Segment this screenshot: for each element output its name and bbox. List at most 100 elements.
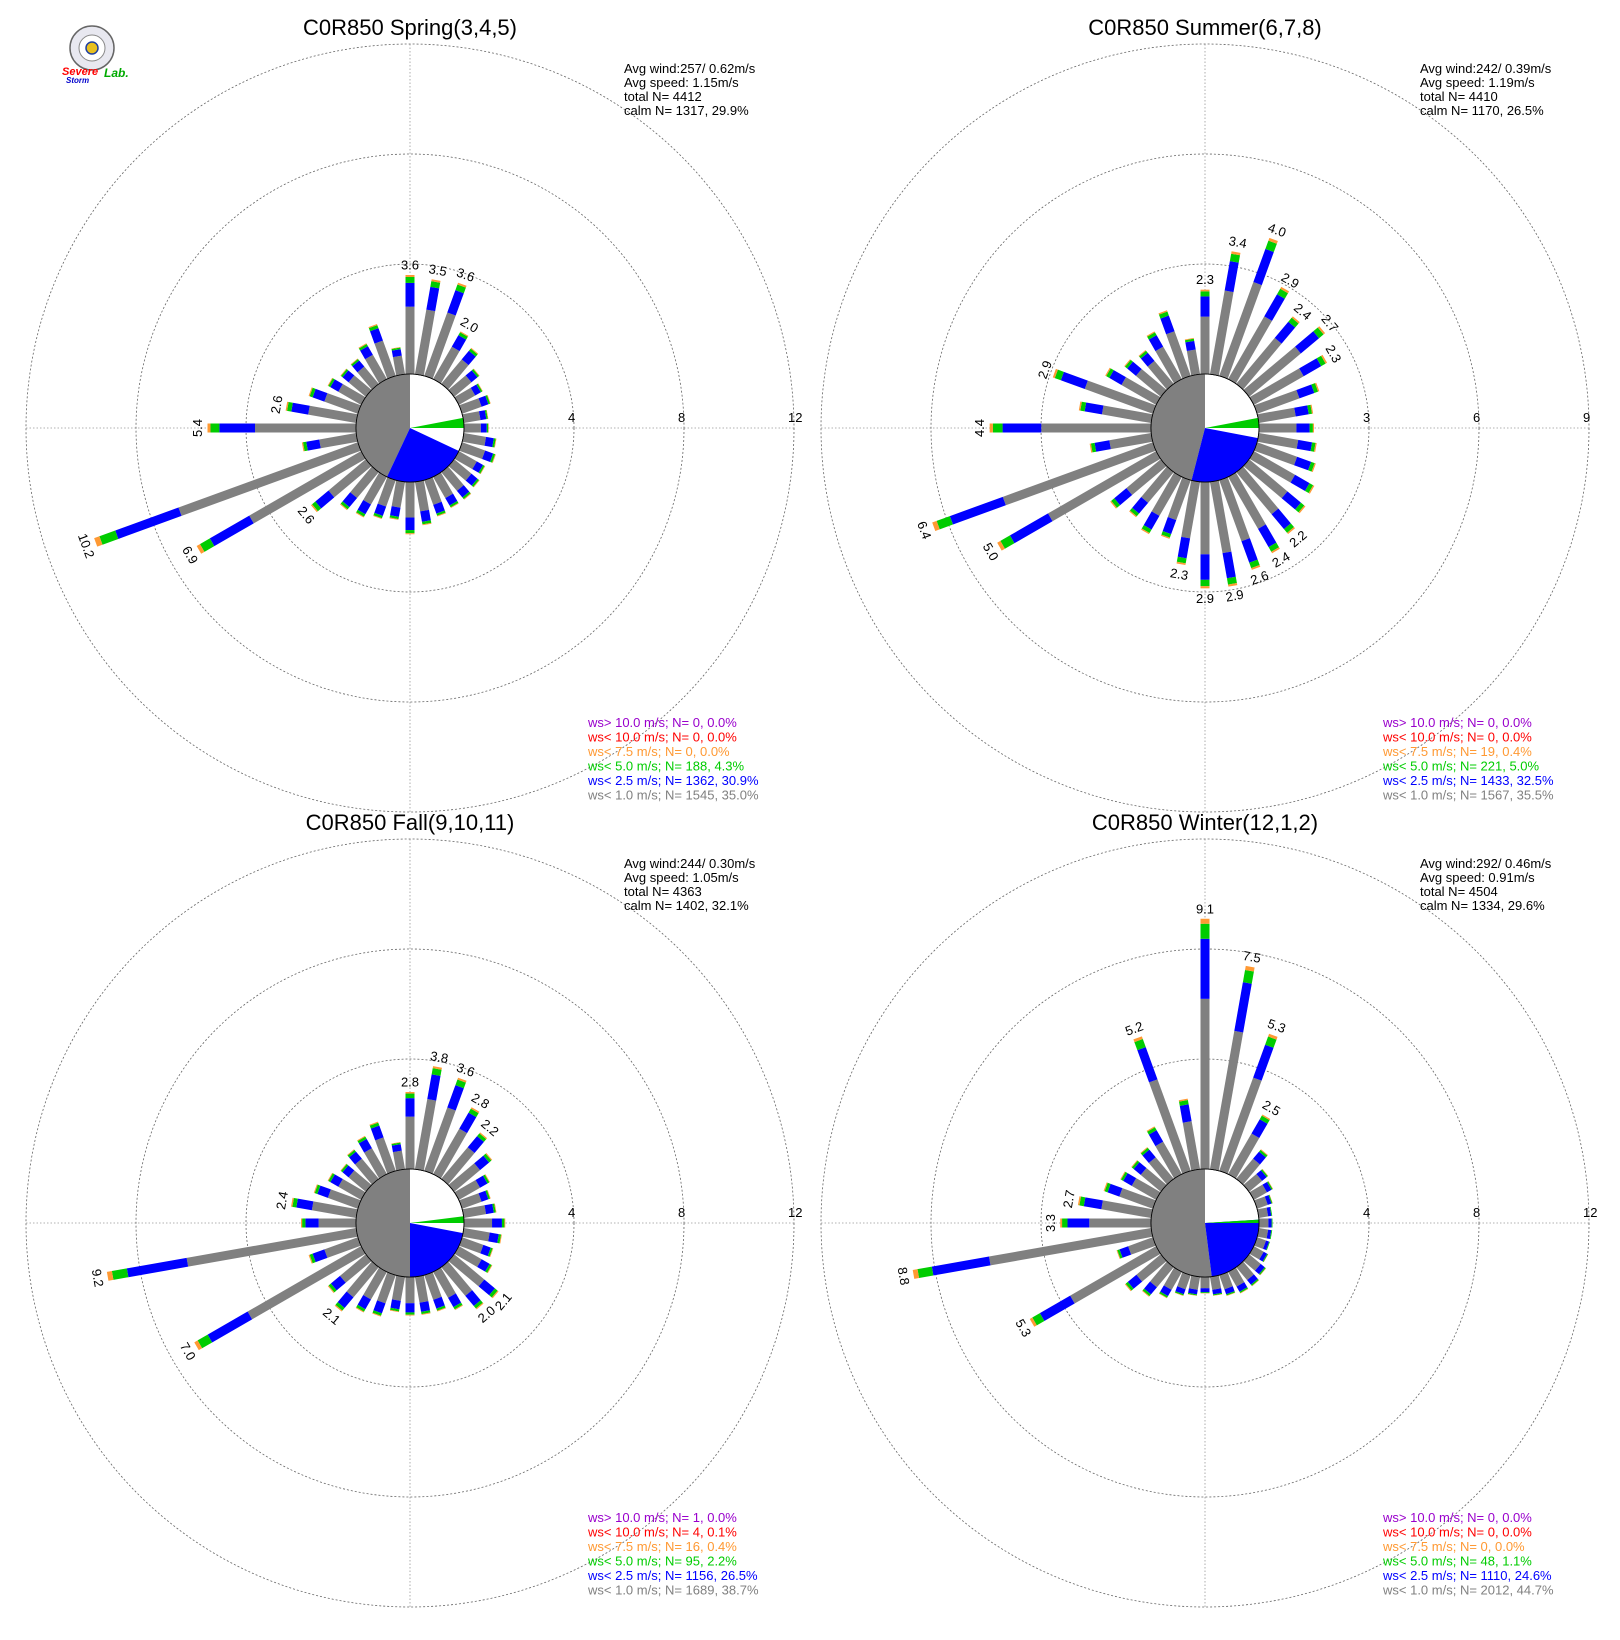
wind-bar-250 (308, 1237, 361, 1264)
wind-rose-panel-2: 3 6 92.33.44.02.92.4 2.72.32.22.42.62.92.92… (820, 15, 1590, 813)
stats-line: calm N= 1402, 32.1% (624, 898, 749, 913)
wind-bar-segment (1200, 554, 1210, 580)
wind-bar-segment (474, 1155, 490, 1171)
wind-bar-segment (1256, 1170, 1267, 1181)
wind-bar-segment (988, 1227, 1153, 1266)
wind-bar-segment (473, 1300, 483, 1309)
wind-bar-segment (1167, 477, 1191, 521)
wind-bar-160 (1219, 477, 1261, 570)
wind-bar-segment (421, 1312, 431, 1315)
wind-bar-segment (391, 346, 401, 350)
wind-bar-segment (1048, 451, 1161, 522)
wind-bar-segment (424, 1272, 442, 1300)
wind-bar-210 (1158, 1267, 1182, 1299)
calm-circle-outline (1150, 373, 1260, 483)
wind-bar-segment (1209, 1030, 1244, 1171)
wind-bar-80 (1257, 404, 1314, 424)
wind-bar-350 (1184, 337, 1201, 376)
wind-bar-310 (1124, 359, 1167, 397)
wind-bar-segment (480, 465, 486, 475)
wind-bar-segment (357, 1135, 366, 1142)
stats-line: Avg wind:257/ 0.62m/s (624, 61, 756, 76)
wind-bar-segment (1236, 466, 1279, 515)
wind-bar-140 (441, 1261, 484, 1310)
wind-bar-segment (1269, 1194, 1273, 1204)
wind-bar-segment (1268, 1181, 1274, 1190)
wind-bar-segment (1298, 505, 1306, 514)
stats-line: total N= 4412 (624, 89, 702, 104)
wind-bar-10 (414, 1066, 442, 1171)
wind-bar-segment (1264, 1195, 1272, 1205)
wind-bar-segment (207, 1311, 253, 1343)
wind-bar-100 (1257, 432, 1317, 452)
wind-bar-segment (186, 1227, 358, 1267)
wind-bar-segment (1147, 360, 1174, 390)
legend-entry: ws< 5.0 m/s; N= 48, 1.1% (1382, 1554, 1532, 1569)
wind-bar-segment (441, 359, 469, 390)
wind-bar-segment (433, 1267, 456, 1298)
wind-bar-segment (311, 1201, 358, 1219)
wind-bar-segment (1127, 361, 1142, 376)
grid-ring (820, 838, 1590, 1608)
wind-bar-320 (1140, 1147, 1174, 1185)
wind-bar-segment (368, 325, 379, 332)
wind-bar-segment (374, 503, 387, 516)
wind-bar-segment (312, 1249, 328, 1263)
wind-bar-segment (292, 1197, 298, 1208)
wind-bar-segment (1175, 1286, 1186, 1295)
wind-bar-segment (327, 377, 333, 387)
wind-bar-segment (1212, 1288, 1222, 1295)
wind-bar-segment (1131, 1160, 1138, 1168)
wind-bar-280 (1077, 1196, 1153, 1219)
wind-bar-segment (1249, 368, 1304, 405)
wind-bar-segment (312, 388, 328, 402)
wind-bar-30 (433, 331, 469, 384)
wind-bar-250 (932, 442, 1156, 531)
wind-bar-0 (1200, 918, 1210, 1169)
stats-line: total N= 4504 (1420, 884, 1498, 899)
wind-bar-300 (327, 377, 366, 405)
wind-bar-segment (1295, 331, 1320, 354)
wind-bar-segment (1078, 401, 1082, 411)
wind-bar-label: 2.3 (1169, 565, 1189, 583)
wind-bar-290 (1103, 1182, 1156, 1209)
wind-bar-segment (1259, 1149, 1268, 1158)
wind-bar-segment (1148, 1130, 1164, 1147)
wind-bar-segment (1141, 466, 1174, 503)
wind-bar-segment (328, 459, 372, 498)
wind-bar-segment (1177, 1272, 1191, 1290)
wind-bar-segment (1254, 1237, 1267, 1249)
wind-bar-segment (1146, 1126, 1155, 1132)
wind-bar-segment (455, 284, 466, 294)
wind-bar-segment (1262, 1168, 1269, 1177)
wind-bar-segment (1041, 423, 1151, 433)
wind-bar-150 (1228, 1267, 1249, 1294)
wind-bar-segment (447, 290, 464, 316)
wind-bar-segment (405, 275, 415, 277)
wind-bar-segment (1229, 253, 1241, 263)
calm-sector-green (410, 1216, 464, 1223)
wind-bar-segment (1002, 423, 1042, 433)
wind-bar-segment (1261, 1114, 1271, 1121)
wind-bar-segment (1126, 459, 1167, 496)
wind-bar-segment (1135, 369, 1167, 397)
wind-bar-segment (1147, 1127, 1157, 1135)
wind-bar-230 (1124, 1254, 1167, 1292)
wind-bar-segment (391, 1141, 401, 1145)
wind-bar-segment (391, 1275, 406, 1301)
wind-bar-segment (1111, 498, 1121, 508)
wind-bar-segment (1311, 383, 1319, 393)
wind-bar-segment (1209, 1275, 1222, 1290)
wind-bar-60 (454, 383, 483, 405)
wind-bar-segment (456, 485, 470, 498)
wind-bar-segment (1309, 423, 1313, 433)
wind-bar-segment (340, 503, 348, 511)
wind-bar-segment (465, 473, 478, 486)
wind-bar-segment (368, 324, 378, 329)
wind-bar-50 (448, 368, 480, 397)
stats-line: calm N= 1334, 29.6% (1420, 898, 1545, 913)
wind-bar-segment (1174, 1291, 1184, 1296)
wind-bar-segment (1321, 354, 1328, 364)
wind-bar-340 (1133, 1036, 1191, 1174)
wind-bar-segment (1188, 1288, 1198, 1295)
